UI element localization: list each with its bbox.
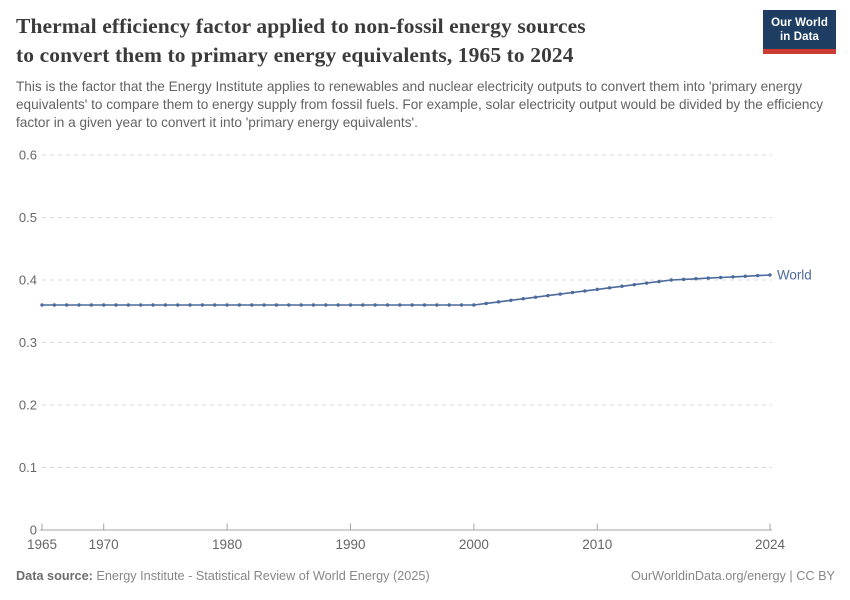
data-point bbox=[287, 303, 291, 307]
page-title-line-1: Thermal efficiency factor applied to non… bbox=[16, 14, 586, 38]
data-point bbox=[398, 303, 402, 307]
data-point bbox=[262, 303, 266, 307]
data-point bbox=[620, 284, 624, 288]
data-point bbox=[755, 273, 760, 278]
data-point bbox=[533, 295, 538, 299]
y-axis-tick-label: 0 bbox=[30, 523, 37, 538]
data-point bbox=[385, 303, 390, 307]
data-point bbox=[64, 303, 69, 307]
y-axis-tick-label: 0.4 bbox=[19, 273, 37, 288]
data-point bbox=[126, 303, 131, 307]
data-point bbox=[632, 282, 636, 287]
series-line-world bbox=[41, 274, 771, 306]
data-point bbox=[348, 303, 353, 307]
data-point bbox=[114, 303, 118, 307]
data-point bbox=[718, 275, 723, 280]
data-point bbox=[250, 303, 254, 307]
x-axis-tick-label: 2000 bbox=[459, 537, 489, 552]
data-point bbox=[669, 278, 673, 282]
data-point bbox=[472, 303, 476, 307]
data-point bbox=[570, 290, 575, 295]
data-point bbox=[324, 303, 328, 307]
data-point bbox=[681, 277, 686, 282]
y-axis-tick-label: 0.1 bbox=[19, 460, 37, 475]
page-title-line-2: to convert them to primary energy equiva… bbox=[16, 43, 574, 67]
y-axis-tick-label: 0.5 bbox=[19, 210, 37, 225]
data-point bbox=[435, 303, 439, 307]
data-point bbox=[743, 274, 748, 278]
data-point bbox=[213, 303, 217, 307]
series-label-world: World bbox=[777, 268, 812, 283]
data-point bbox=[52, 303, 57, 307]
data-source-value: Energy Institute - Statistical Review of… bbox=[96, 569, 430, 583]
data-point bbox=[558, 292, 562, 296]
x-axis-tick-label: 2024 bbox=[755, 537, 786, 552]
x-axis-tick-label: 1990 bbox=[335, 537, 365, 552]
data-point bbox=[237, 303, 242, 307]
data-point bbox=[200, 303, 205, 307]
data-point bbox=[40, 303, 44, 307]
y-axis-tick-label: 0.2 bbox=[19, 398, 37, 413]
data-source-label: Data source: bbox=[16, 569, 93, 583]
owid-logo-line1: Our World bbox=[771, 17, 828, 29]
data-point bbox=[546, 293, 550, 298]
data-point bbox=[176, 303, 180, 307]
data-point bbox=[139, 303, 143, 307]
owid-logo-line2: in Data bbox=[780, 31, 820, 43]
data-point bbox=[422, 303, 427, 307]
data-point bbox=[496, 300, 501, 304]
chart-header: Thermal efficiency factor applied to non… bbox=[16, 12, 823, 146]
chart-footer: Data source: Energy Institute - Statisti… bbox=[16, 569, 835, 583]
credit-line: OurWorldinData.org/energy | CC BY bbox=[630, 569, 835, 583]
data-point bbox=[89, 303, 94, 307]
x-axis-tick-label: 1965 bbox=[27, 537, 57, 552]
data-point bbox=[101, 303, 106, 307]
data-point bbox=[731, 275, 735, 279]
data-point bbox=[151, 303, 155, 307]
data-point bbox=[583, 289, 587, 293]
data-point bbox=[188, 303, 192, 307]
data-point bbox=[77, 303, 81, 307]
data-point bbox=[361, 303, 365, 307]
data-point bbox=[484, 301, 488, 306]
data-point bbox=[311, 303, 316, 307]
data-point bbox=[509, 298, 513, 303]
x-axis-tick-label: 2010 bbox=[582, 537, 612, 552]
data-point bbox=[225, 303, 229, 307]
data-point bbox=[447, 303, 451, 307]
data-point bbox=[694, 277, 698, 281]
x-axis-tick-label: 1970 bbox=[89, 537, 119, 552]
data-point bbox=[607, 286, 612, 290]
data-point bbox=[595, 287, 599, 292]
data-point bbox=[644, 281, 649, 285]
data-source: Data source: Energy Institute - Statisti… bbox=[16, 569, 430, 583]
data-point bbox=[299, 303, 303, 307]
x-axis-tick-label: 1980 bbox=[212, 537, 242, 552]
data-point bbox=[768, 273, 772, 277]
chart-subtitle: This is the factor that the Energy Insti… bbox=[16, 79, 824, 130]
data-point bbox=[274, 303, 279, 307]
data-point bbox=[657, 279, 661, 284]
data-point bbox=[459, 303, 464, 307]
data-point bbox=[163, 303, 168, 307]
data-point bbox=[410, 303, 414, 307]
owid-logo: Our World in Data bbox=[763, 10, 836, 54]
y-axis-tick-label: 0.3 bbox=[19, 335, 37, 350]
y-axis-tick-label: 0.6 bbox=[19, 148, 37, 163]
data-point bbox=[521, 297, 525, 301]
data-point bbox=[336, 303, 340, 307]
data-point bbox=[706, 276, 711, 280]
data-point bbox=[373, 303, 377, 307]
